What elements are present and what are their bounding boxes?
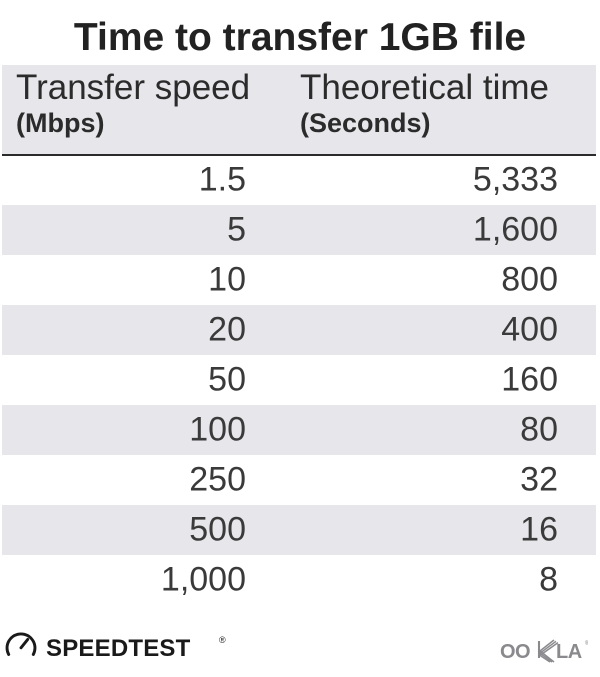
svg-text:®: ® <box>585 640 588 647</box>
svg-text:OO: OO <box>500 641 530 663</box>
svg-text:LA: LA <box>556 641 582 663</box>
